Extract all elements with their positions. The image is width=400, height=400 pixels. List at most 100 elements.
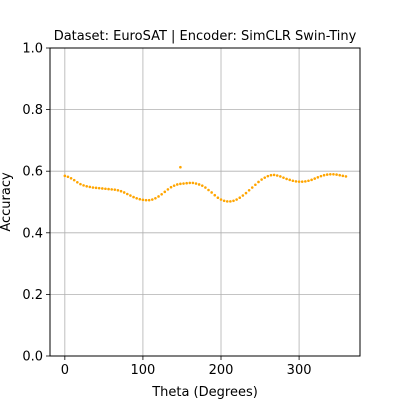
data-point	[101, 187, 104, 190]
data-point	[138, 197, 142, 201]
data-point	[185, 181, 188, 185]
data-point	[257, 180, 260, 184]
data-point	[291, 179, 295, 183]
data-point	[325, 173, 329, 176]
data-point	[182, 182, 185, 185]
data-point	[272, 173, 276, 177]
data-point	[288, 178, 292, 182]
data-point	[285, 177, 288, 181]
data-point	[332, 172, 335, 176]
data-point	[175, 183, 179, 186]
data-point	[154, 197, 157, 200]
data-point	[282, 176, 285, 179]
data-point	[172, 184, 176, 187]
data-point	[269, 173, 273, 177]
data-point	[260, 178, 263, 181]
data-point	[113, 188, 117, 191]
data-point	[119, 189, 123, 193]
data-point	[319, 174, 323, 178]
data-point	[76, 180, 79, 184]
data-point	[129, 194, 132, 197]
data-point	[147, 198, 151, 202]
data-point	[79, 182, 82, 186]
y-tick-label: 0.8	[22, 103, 43, 118]
data-point	[141, 198, 145, 202]
data-point	[94, 186, 98, 190]
data-point	[169, 185, 173, 189]
data-point	[238, 196, 242, 199]
data-point	[150, 198, 154, 201]
data-point	[213, 193, 217, 197]
data-point	[85, 184, 89, 188]
data-point	[222, 199, 226, 203]
data-point	[241, 194, 245, 197]
data-point	[341, 174, 345, 178]
ticks: 0 100 200 300 0.0 0.2 0.4 0.6 0.8 1.0	[22, 42, 311, 379]
data-point	[191, 181, 195, 185]
x-tick-label: 300	[287, 363, 312, 378]
data-point	[126, 192, 129, 196]
data-point	[300, 180, 304, 183]
y-tick-label: 0.6	[22, 165, 43, 180]
data-point	[166, 188, 170, 191]
data-point	[179, 165, 182, 169]
data-point	[338, 173, 341, 177]
data-point	[279, 175, 282, 178]
data-point	[82, 184, 85, 187]
data-point	[294, 180, 298, 183]
x-tick-label: 100	[131, 363, 156, 378]
data-point	[200, 184, 204, 187]
data-point	[91, 186, 95, 189]
data-point	[297, 180, 301, 183]
data-point	[207, 188, 210, 192]
data-point	[144, 198, 148, 202]
data-point	[160, 193, 163, 196]
data-point	[66, 175, 70, 179]
data-point	[197, 183, 201, 186]
x-tick-label: 200	[209, 363, 234, 378]
data-point	[263, 176, 267, 179]
data-point	[307, 179, 310, 183]
data-point	[232, 199, 235, 203]
data-point	[188, 181, 192, 185]
data-point	[179, 182, 182, 186]
data-point	[104, 187, 107, 191]
data-point	[322, 173, 326, 177]
data-points	[63, 165, 348, 203]
data-point	[219, 198, 223, 201]
data-point	[250, 186, 254, 189]
data-point	[72, 178, 76, 182]
data-point	[266, 174, 270, 178]
chart-title: Dataset: EuroSAT | Encoder: SimCLR Swin-…	[54, 29, 357, 44]
data-point	[313, 177, 317, 180]
data-point	[88, 185, 92, 189]
y-axis-title: Accuracy	[0, 172, 14, 232]
data-point	[210, 191, 213, 194]
data-point	[110, 188, 113, 191]
data-point	[316, 176, 320, 179]
y-tick-label: 0.4	[22, 226, 43, 241]
data-point	[163, 190, 167, 194]
data-point	[216, 196, 220, 199]
data-point	[132, 195, 135, 199]
y-tick-label: 1.0	[22, 42, 43, 57]
data-point	[244, 191, 248, 195]
data-point	[254, 183, 257, 187]
data-point	[135, 197, 138, 200]
data-point	[235, 198, 238, 201]
data-point	[63, 174, 67, 178]
x-tick-label: 0	[61, 363, 69, 378]
data-point	[247, 188, 251, 192]
data-point	[107, 187, 110, 191]
data-point	[310, 178, 313, 182]
data-point	[69, 176, 73, 180]
data-point	[275, 174, 279, 177]
plot-frame	[49, 47, 361, 357]
data-point	[116, 188, 120, 192]
data-point	[304, 180, 307, 183]
y-tick-label: 0.0	[22, 350, 43, 365]
y-tick-label: 0.2	[22, 288, 43, 303]
data-point	[225, 200, 229, 203]
